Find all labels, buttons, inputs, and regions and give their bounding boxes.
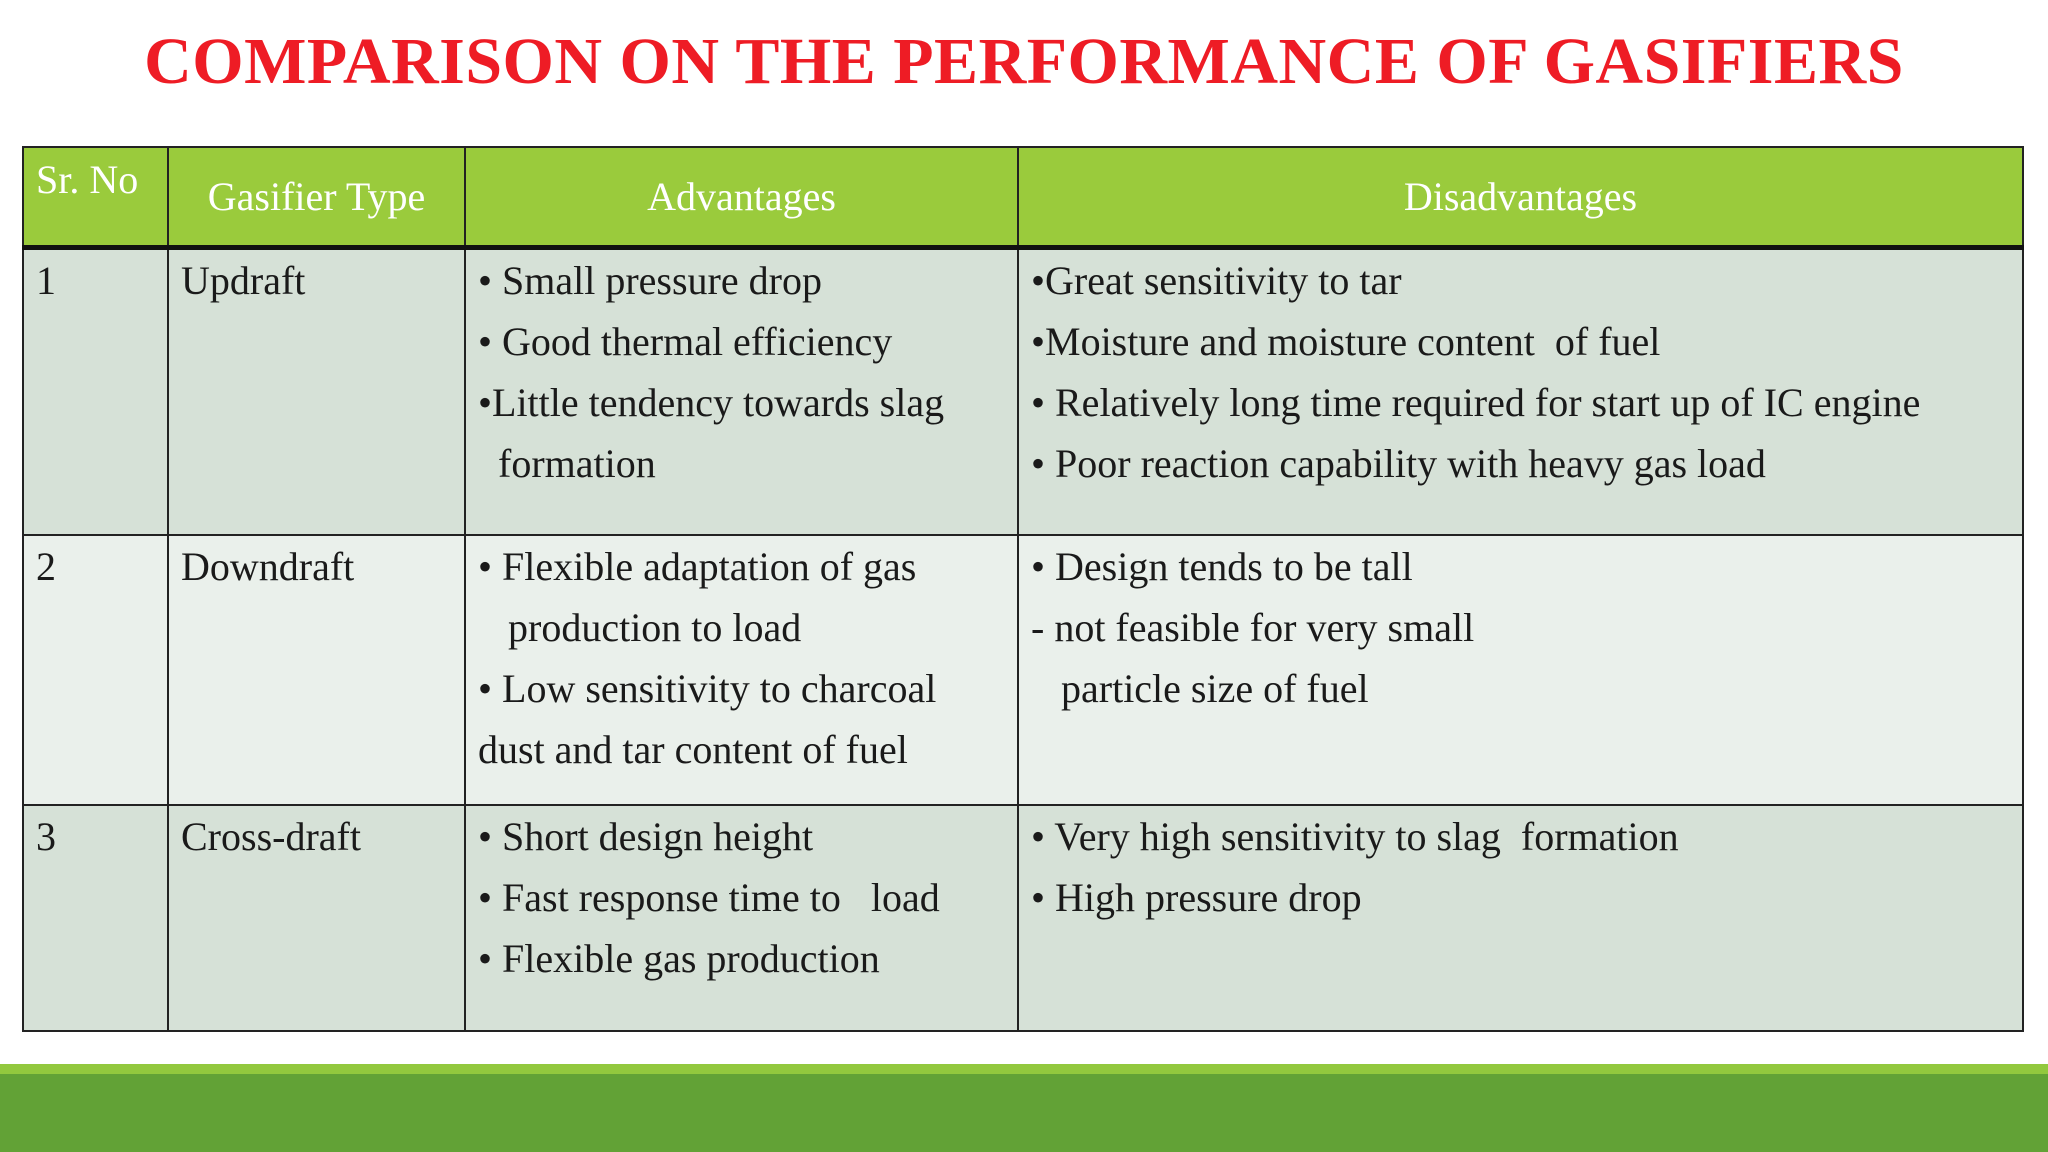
footer-accent-line xyxy=(0,1064,2048,1074)
table-header-row: Sr. No Gasifier Type Advantages Disadvan… xyxy=(22,146,2024,250)
advantage-item: • Flexible adaptation of gas xyxy=(478,544,917,589)
disadvantage-item: •Moisture and moisture content of fuel xyxy=(1031,319,1661,364)
advantage-item: •Little tendency towards slag xyxy=(478,380,945,425)
disadvantage-item: • Poor reaction capability with heavy ga… xyxy=(1031,441,1766,486)
disadvantage-item: • Relatively long time required for star… xyxy=(1031,380,1921,425)
header-sr-no: Sr. No xyxy=(22,146,169,250)
header-disadvantages: Disadvantages xyxy=(1017,146,2024,250)
row-gasifier-type: Cross-draft xyxy=(167,804,466,1032)
advantage-item: • Flexible gas production xyxy=(478,936,880,981)
advantage-item: formation xyxy=(478,441,656,486)
row-gasifier-type: Updraft xyxy=(167,246,466,536)
advantage-item: • Short design height xyxy=(478,814,814,859)
advantage-item: • Good thermal efficiency xyxy=(478,319,893,364)
table-row: 3 Cross-draft • Short design height • Fa… xyxy=(22,804,2024,1032)
row-advantages: • Small pressure drop • Good thermal eff… xyxy=(464,246,1019,536)
disadvantage-item: • Design tends to be tall xyxy=(1031,544,1413,589)
header-gasifier-type: Gasifier Type xyxy=(167,146,466,250)
advantage-item: • Small pressure drop xyxy=(478,258,822,303)
row-disadvantages: • Very high sensitivity to slag formatio… xyxy=(1017,804,2024,1032)
advantage-item: production to load xyxy=(478,605,802,650)
row-advantages: • Flexible adaptation of gas production … xyxy=(464,534,1019,806)
row-sr-no: 3 xyxy=(22,804,169,1032)
header-advantages: Advantages xyxy=(464,146,1019,250)
row-advantages: • Short design height • Fast response ti… xyxy=(464,804,1019,1032)
disadvantage-item: •Great sensitivity to tar xyxy=(1031,258,1402,303)
disadvantage-item: particle size of fuel xyxy=(1031,666,1369,711)
footer-bar xyxy=(0,1074,2048,1152)
advantage-item: • Low sensitivity to charcoal xyxy=(478,666,937,711)
row-gasifier-type: Downdraft xyxy=(167,534,466,806)
row-disadvantages: •Great sensitivity to tar •Moisture and … xyxy=(1017,246,2024,536)
disadvantage-item: - not feasible for very small xyxy=(1031,605,1475,650)
advantage-item: dust and tar content of fuel xyxy=(478,727,908,772)
row-sr-no: 2 xyxy=(22,534,169,806)
page-title: COMPARISON ON THE PERFORMANCE OF GASIFIE… xyxy=(144,25,1904,98)
table-row: 2 Downdraft • Flexible adaptation of gas… xyxy=(22,534,2024,806)
disadvantage-item: • Very high sensitivity to slag formatio… xyxy=(1031,814,1679,859)
table-row: 1 Updraft • Small pressure drop • Good t… xyxy=(22,246,2024,536)
row-disadvantages: • Design tends to be tall - not feasible… xyxy=(1017,534,2024,806)
disadvantage-item: • High pressure drop xyxy=(1031,875,1362,920)
comparison-table: Sr. No Gasifier Type Advantages Disadvan… xyxy=(22,146,2024,1032)
advantage-item: • Fast response time to load xyxy=(478,875,940,920)
row-sr-no: 1 xyxy=(22,246,169,536)
